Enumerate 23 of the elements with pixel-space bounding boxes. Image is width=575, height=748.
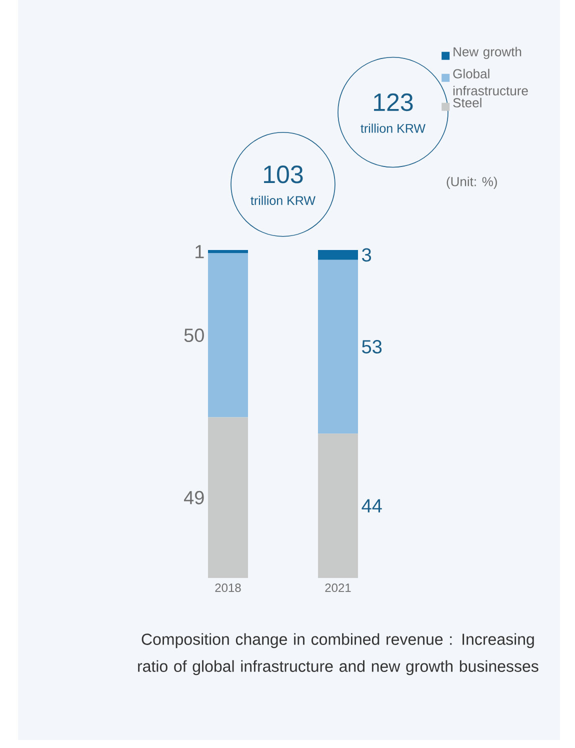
data-label: 49 xyxy=(184,490,204,504)
bar xyxy=(208,417,248,578)
data-label: 3 xyxy=(362,248,372,262)
data-label: 1 xyxy=(196,245,204,258)
bar xyxy=(208,253,248,418)
bar xyxy=(318,434,358,578)
bar xyxy=(318,260,358,434)
bar xyxy=(318,250,358,260)
legend-label: Global infrastructure xyxy=(453,68,528,96)
text: trillion KRW xyxy=(250,196,316,205)
text: (Unit: %) xyxy=(446,176,497,189)
bar xyxy=(208,250,248,254)
legend-label: New growth xyxy=(454,46,522,59)
text: 103 xyxy=(264,166,303,184)
data-label: 50 xyxy=(184,328,204,342)
x-tick-label: 2021 xyxy=(325,584,351,592)
text: Composition change in combined revenue : Increasing ratio of global infrastructure and new growth businesses xyxy=(138,633,538,676)
text: trillion KRW xyxy=(360,124,426,133)
data-label: 53 xyxy=(362,340,382,354)
text: 123 xyxy=(374,93,413,112)
legend-label: Steel xyxy=(453,98,482,108)
x-tick-label: 2018 xyxy=(215,584,241,592)
data-label: 44 xyxy=(362,499,382,512)
